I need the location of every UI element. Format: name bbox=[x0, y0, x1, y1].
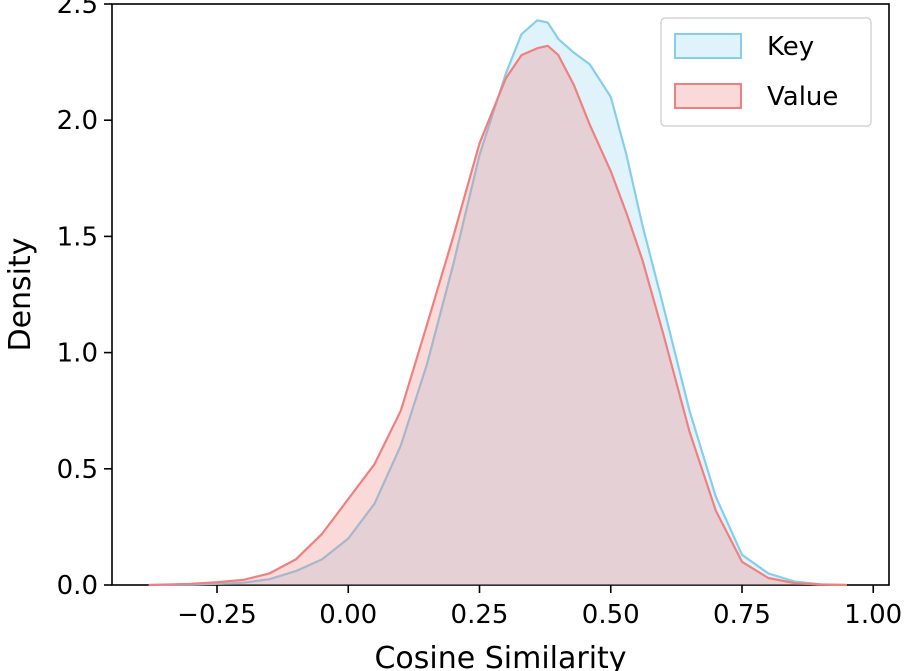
plot-area-frame bbox=[111, 3, 890, 586]
legend: Key Value bbox=[660, 17, 872, 127]
y-axis-ticks: 0.0 0.5 1.0 1.5 2.0 2.5 bbox=[57, 0, 112, 601]
x-tick-label: 0.00 bbox=[319, 600, 377, 630]
legend-swatch-value bbox=[674, 83, 742, 109]
x-axis-title: Cosine Similarity bbox=[374, 641, 626, 671]
y-tick-label: 1.0 bbox=[57, 339, 98, 369]
legend-label-value: Value bbox=[767, 82, 838, 112]
y-tick-label: 0.0 bbox=[57, 571, 98, 601]
x-axis-ticks: −0.25 0.00 0.25 0.50 0.75 1.00 bbox=[177, 585, 902, 630]
series-areas bbox=[148, 19, 848, 587]
y-tick-label: 2.0 bbox=[57, 106, 98, 136]
legend-label-key: Key bbox=[767, 32, 814, 62]
y-tick-label: 2.5 bbox=[57, 0, 98, 20]
legend-entries: Key Value bbox=[674, 32, 838, 112]
series-line-value bbox=[148, 44, 848, 587]
y-axis-title: Density bbox=[3, 237, 38, 351]
y-tick-label: 0.5 bbox=[57, 455, 98, 485]
x-tick-label: 0.25 bbox=[451, 600, 509, 630]
x-tick-label: 0.50 bbox=[582, 600, 640, 630]
x-tick-label: 0.75 bbox=[713, 600, 771, 630]
series-fill-value bbox=[148, 45, 848, 586]
x-tick-label: −0.25 bbox=[177, 600, 257, 630]
series-line-key bbox=[148, 19, 848, 587]
legend-swatch-key bbox=[674, 33, 742, 59]
x-tick-label: 1.00 bbox=[844, 600, 902, 630]
legend-frame bbox=[660, 17, 872, 127]
series-fill-key bbox=[148, 20, 848, 586]
y-tick-label: 1.5 bbox=[57, 222, 98, 252]
